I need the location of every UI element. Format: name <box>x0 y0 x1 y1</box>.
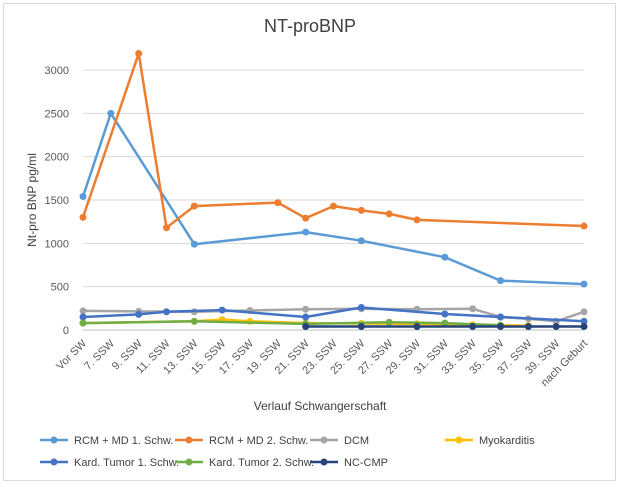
chart-title: NT-proBNP <box>264 16 356 36</box>
data-point <box>357 237 365 245</box>
data-point <box>580 323 588 331</box>
data-point <box>190 240 198 248</box>
data-point <box>357 303 365 311</box>
legend-label: Kard. Tumor 2. Schw. <box>209 457 314 469</box>
series-line <box>82 307 585 323</box>
data-point <box>190 202 198 210</box>
legend-item[interactable]: Kard. Tumor 1. Schw. <box>40 457 179 469</box>
series <box>79 303 588 325</box>
data-point <box>580 280 588 288</box>
legend-label: Kard. Tumor 1. Schw. <box>74 457 179 469</box>
legend-swatch-marker <box>320 458 328 466</box>
data-point <box>135 310 143 318</box>
data-point <box>330 202 337 210</box>
data-point <box>302 228 310 236</box>
data-point <box>302 313 310 321</box>
y-tick-label: 500 <box>51 282 69 294</box>
data-point <box>302 305 310 313</box>
legend-label: RCM + MD 2. Schw. <box>209 435 308 447</box>
data-point <box>302 214 310 222</box>
data-point <box>497 323 504 331</box>
y-tick-label: 0 <box>63 325 69 337</box>
data-point <box>580 222 588 230</box>
series <box>302 323 588 331</box>
data-point <box>497 277 504 285</box>
legend-swatch-marker <box>455 436 463 444</box>
data-point <box>274 199 282 207</box>
y-tick-label: 2500 <box>45 108 69 120</box>
legend-label: RCM + MD 1. Schw. <box>74 435 173 447</box>
y-tick-label: 1000 <box>45 238 69 250</box>
legend-item[interactable]: DCM <box>310 435 369 447</box>
series <box>79 109 588 288</box>
data-point <box>580 317 588 325</box>
data-point <box>441 253 449 261</box>
data-point <box>163 308 170 316</box>
data-point <box>441 310 449 318</box>
data-point <box>357 206 365 214</box>
data-point <box>413 323 421 331</box>
legend-swatch-marker <box>320 436 328 444</box>
y-axis-ticks: 0 500 1000 1500 2000 2500 3000 <box>45 65 69 337</box>
grid-lines <box>83 69 584 331</box>
y-axis-label: Nt-pro BNP pg/ml <box>25 153 39 247</box>
legend-label: DCM <box>344 435 369 447</box>
data-point <box>79 193 87 201</box>
data-point <box>357 323 365 331</box>
data-point <box>107 109 115 117</box>
legend-item[interactable]: RCM + MD 2. Schw. <box>175 435 308 447</box>
data-point <box>469 305 477 313</box>
legend-item[interactable]: Myokarditis <box>445 435 535 447</box>
data-point <box>469 323 477 331</box>
series-group <box>79 50 588 331</box>
series-line <box>81 52 585 229</box>
series-line <box>82 320 501 327</box>
data-point <box>552 323 560 331</box>
legend-swatch-marker <box>50 458 58 466</box>
data-point <box>163 224 170 232</box>
series-line <box>81 112 585 286</box>
data-point <box>524 323 532 331</box>
legend-label: Myokarditis <box>479 435 535 447</box>
data-point <box>79 319 87 327</box>
legend-swatch-marker <box>50 436 58 444</box>
data-point <box>385 318 393 326</box>
data-point <box>302 323 310 331</box>
data-point <box>79 213 87 221</box>
legend[interactable]: RCM + MD 1. Schw. RCM + MD 2. Schw. DCM Myo… <box>40 435 535 469</box>
data-point <box>79 313 87 321</box>
legend-label: NC-CMP <box>344 457 388 469</box>
series <box>79 50 588 232</box>
data-point <box>190 317 198 325</box>
data-point <box>79 307 87 315</box>
legend-item[interactable]: Kard. Tumor 2. Schw. <box>175 457 314 469</box>
legend-swatch-marker <box>185 458 193 466</box>
data-point <box>497 313 504 321</box>
data-point <box>580 308 588 316</box>
chart-frame <box>3 3 616 481</box>
y-tick-label: 2000 <box>45 152 69 164</box>
data-point <box>135 50 143 58</box>
legend-item[interactable]: RCM + MD 1. Schw. <box>40 435 173 447</box>
y-tick-label: 1500 <box>45 195 69 207</box>
legend-item[interactable]: NC-CMP <box>310 457 388 469</box>
data-point <box>441 319 449 327</box>
data-point <box>413 216 421 224</box>
data-point <box>218 306 226 314</box>
y-tick-label: 3000 <box>45 65 69 77</box>
x-axis-label: Verlauf Schwangerschaft <box>254 399 387 413</box>
data-point <box>385 210 393 218</box>
legend-swatch-marker <box>185 436 193 444</box>
